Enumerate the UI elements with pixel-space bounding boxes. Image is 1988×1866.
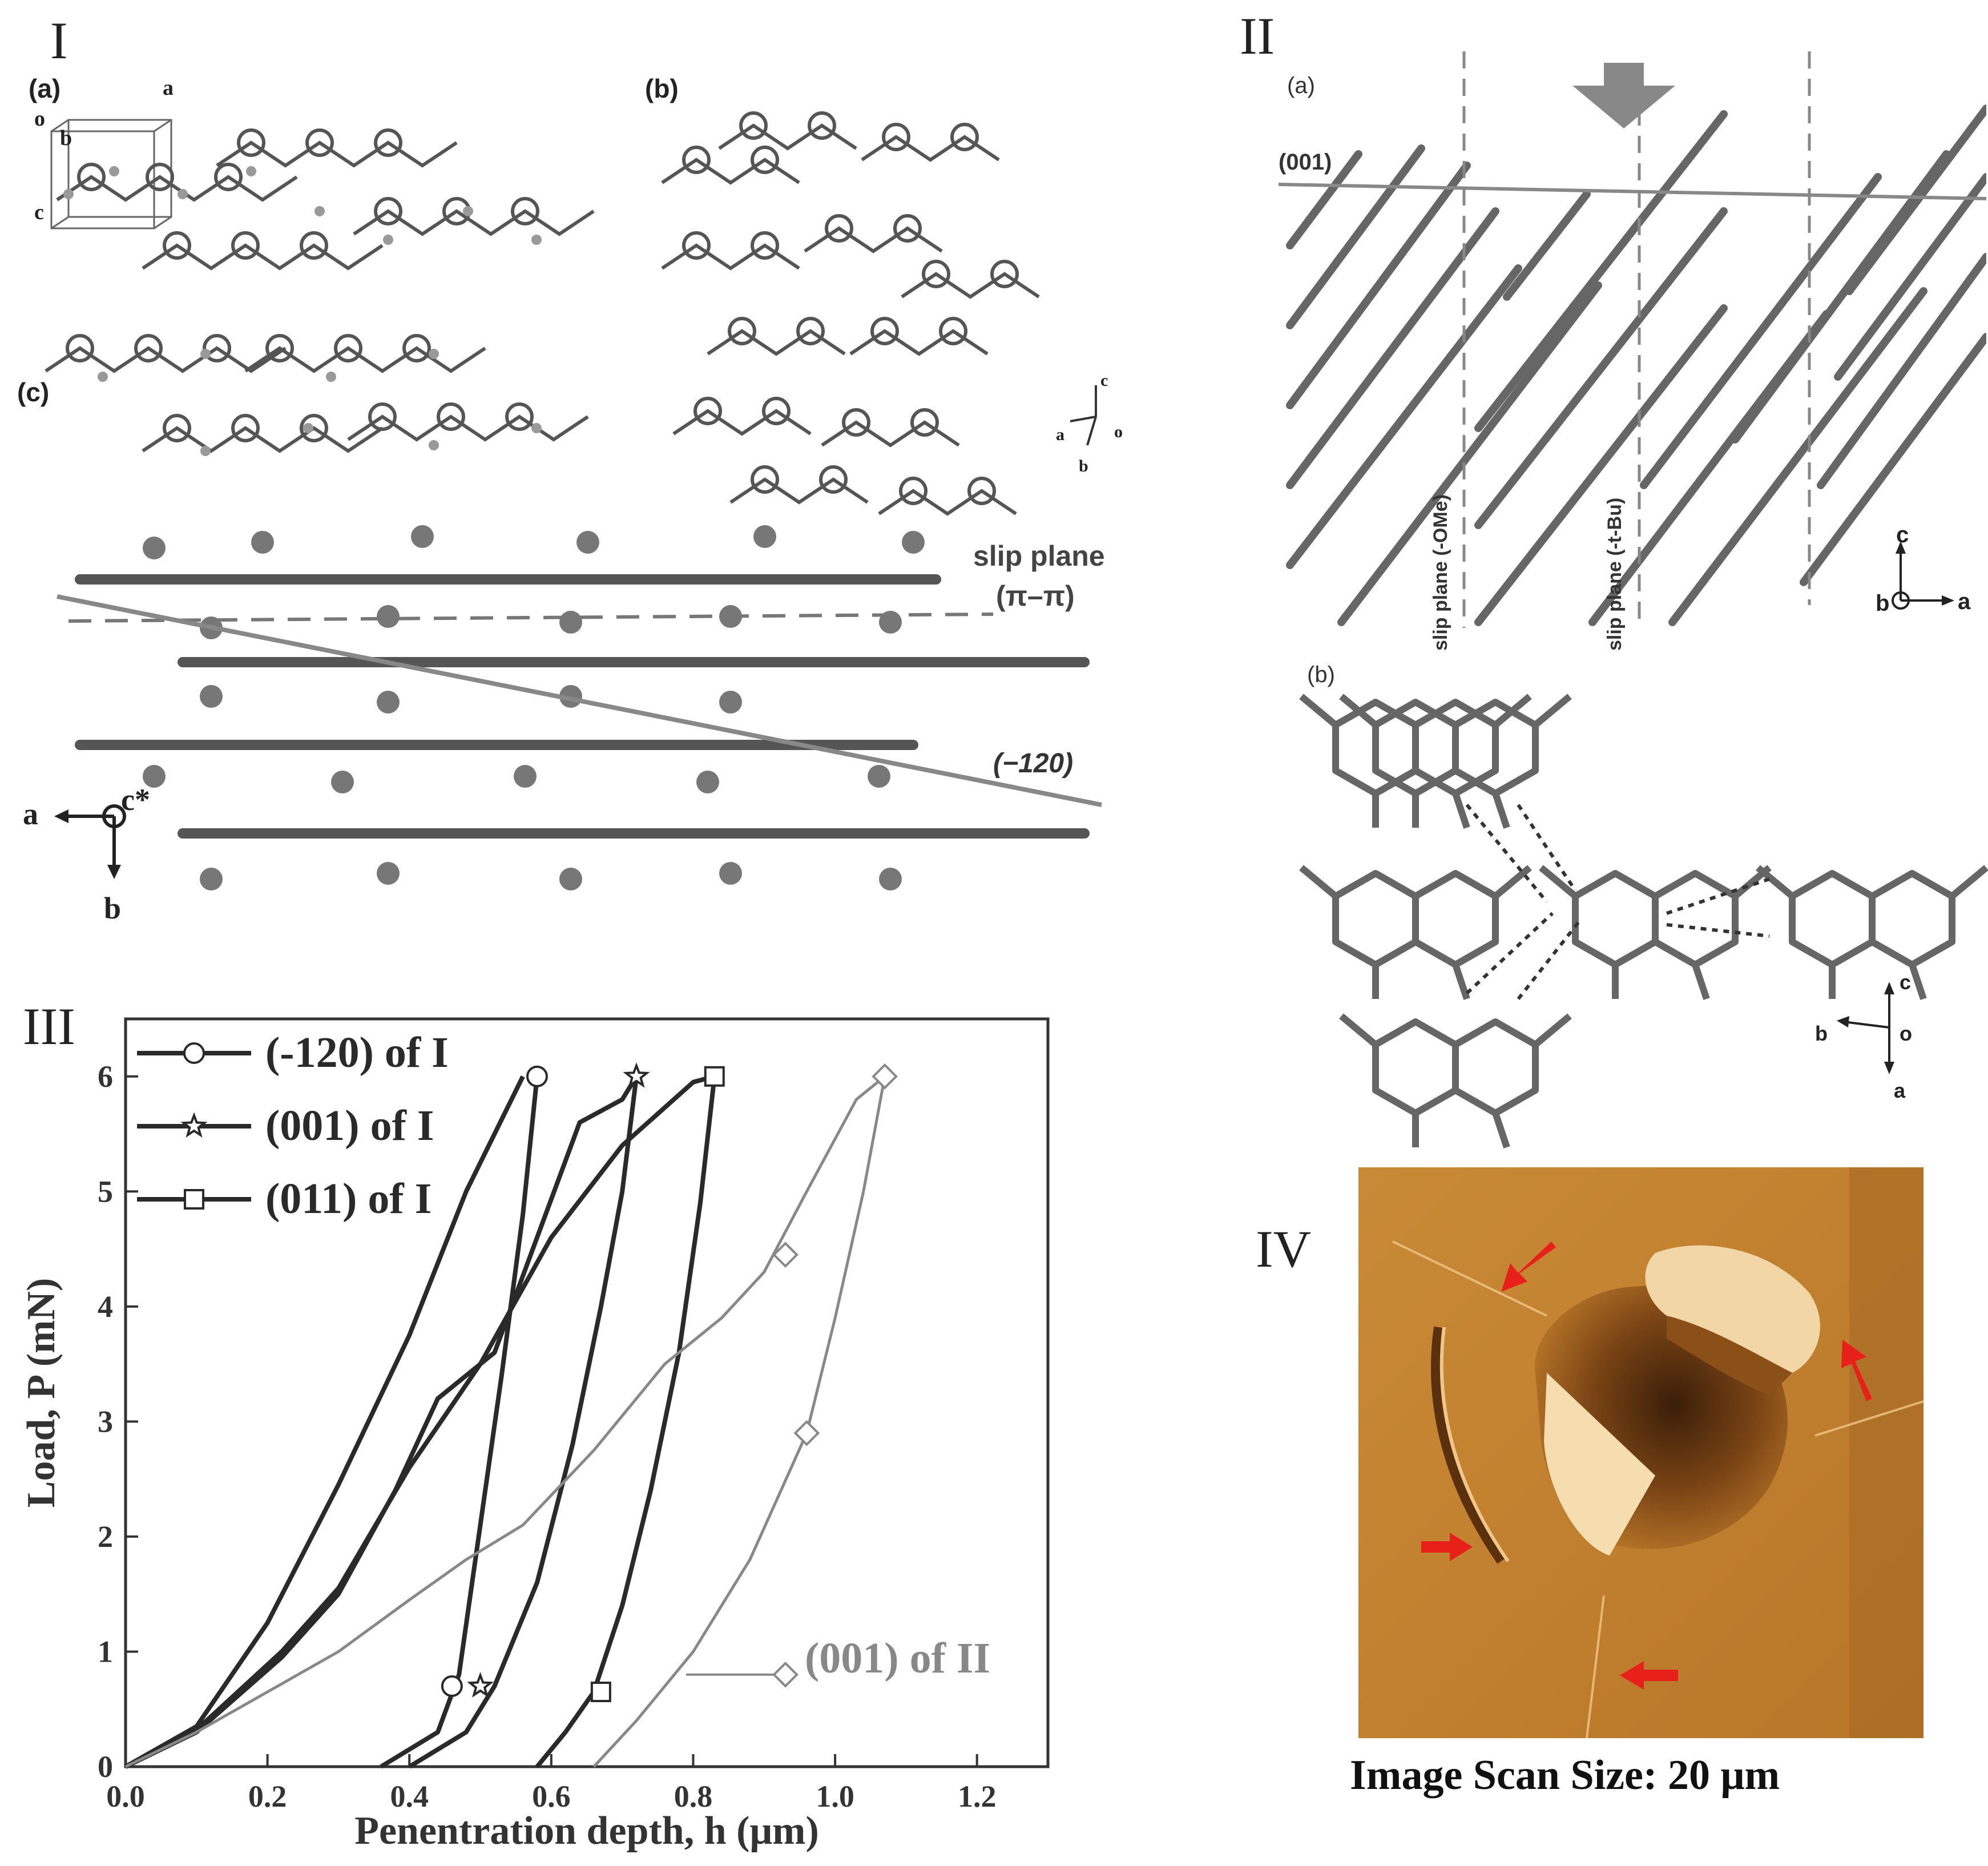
data-marker [772, 1661, 799, 1688]
crystal-packing-b [651, 80, 1062, 491]
slip-plane-type: (π–π) [996, 580, 1075, 612]
axis-IIb-o: o [1900, 1022, 1912, 1045]
x-tick-label: 1.0 [816, 1779, 854, 1813]
unit-cell-box [50, 119, 172, 229]
legend-label: (-120) of I [265, 1029, 449, 1077]
data-marker [872, 1063, 898, 1090]
series-line-unloading [408, 1076, 639, 1769]
y-tick-label: 3 [98, 1404, 113, 1438]
data-marker [183, 1042, 205, 1064]
x-axis-label: Penentration depth, h (μm) [354, 1809, 819, 1853]
x-tick-label: 0.0 [106, 1779, 145, 1813]
panel-II-label: II [1240, 7, 1275, 65]
crystal-packing-a [34, 80, 628, 456]
arrow-indicator [1572, 63, 1675, 128]
cell-axis-c: c [34, 200, 44, 224]
series-line-unloading [535, 1076, 717, 1768]
slip-plane-ome-label: slip plane (-OMe) [1430, 494, 1451, 651]
y-tick-label: 4 [98, 1289, 113, 1324]
axis-b-o: o [1114, 422, 1123, 441]
data-marker [623, 1062, 650, 1088]
panel-II-sub-b-label: (b) [1307, 662, 1335, 687]
y-axis-label: Load, P (mN) [19, 1278, 63, 1508]
crystal-packing-IIa [1278, 51, 1987, 628]
axis-IIa-c: c [1896, 522, 1909, 547]
axes-triad-b [1070, 385, 1097, 446]
plane-001-label: (001) [1279, 150, 1332, 175]
axis-IIb-b: b [1815, 1022, 1828, 1045]
afm-image [1358, 1167, 1924, 1739]
axis-c-a: a [23, 797, 38, 831]
annotation-001-II: (001) of II [805, 1634, 990, 1682]
legend-label: (001) of I [265, 1102, 434, 1150]
panel-I-sub-a-label: (a) [29, 74, 61, 103]
load-depth-chart: 0.0 0.2 0.4 0.6 0.8 1.0 1.2 0 1 2 3 4 5 6 (-120) of I… [19, 1017, 1050, 1853]
series-line-loading [124, 1074, 715, 1769]
crystal-packing-c [57, 525, 1102, 890]
data-marker [704, 1066, 725, 1087]
panel-II-sub-a-label: (a) [1287, 73, 1315, 98]
series-line-loading [124, 1075, 886, 1768]
axis-b-b: b [1079, 457, 1088, 475]
panel-I-sub-c-label: (c) [17, 377, 50, 407]
cell-axis-b: b [60, 126, 72, 150]
y-tick-label: 2 [98, 1520, 113, 1554]
data-marker [467, 1672, 494, 1698]
axis-IIb-a: a [1894, 1079, 1906, 1102]
plane-minus120-label: (−120) [993, 748, 1074, 779]
axis-b-c: c [1100, 371, 1108, 390]
data-marker [441, 1675, 463, 1697]
legend-label: (011) of I [265, 1175, 432, 1223]
series-line-loading [124, 1075, 525, 1769]
panel-I-label: I [50, 11, 68, 70]
data-marker [772, 1242, 799, 1268]
axes-triad-IIb [1837, 982, 1894, 1074]
x-tick-label: 0.6 [532, 1779, 571, 1813]
y-tick-label: 0 [98, 1750, 113, 1784]
data-marker [184, 1189, 204, 1210]
x-tick-label: 0.4 [390, 1779, 429, 1813]
axis-IIb-c: c [1900, 970, 1912, 994]
panel-IV-label: IV [1256, 1220, 1312, 1278]
y-tick-label: 6 [98, 1059, 113, 1094]
x-tick-label: 0.2 [248, 1779, 287, 1813]
plot-frame [124, 1017, 1050, 1768]
panel-I-sub-b-label: (b) [645, 74, 679, 103]
axis-c-cstar: c* [121, 783, 150, 817]
axes-triad-IIa [1892, 541, 1954, 610]
axis-IIa-a: a [1958, 589, 1971, 614]
x-tick-label: 1.2 [958, 1779, 997, 1813]
data-marker [526, 1065, 548, 1087]
afm-caption: Image Scan Size: 20 μm [1350, 1752, 1780, 1799]
panel-III-label: III [23, 997, 75, 1055]
cell-axis-o: o [34, 107, 45, 131]
y-tick-label: 5 [98, 1174, 113, 1208]
molecule-cluster-IIb [1279, 674, 1963, 1107]
axis-c-b: b [104, 891, 122, 925]
axes-triad-c [54, 804, 126, 879]
y-tick-label: 1 [98, 1634, 113, 1668]
data-marker [793, 1420, 820, 1446]
data-marker [590, 1682, 611, 1702]
data-marker [180, 1112, 208, 1138]
series-line-unloading [380, 1076, 539, 1769]
slip-plane-label: slip plane [973, 540, 1105, 572]
slip-plane-tbu-label: slip plane (-t-Bu) [1604, 497, 1626, 651]
x-tick-label: 0.8 [674, 1779, 713, 1813]
axis-b-a: a [1056, 425, 1064, 444]
cell-axis-a: a [163, 76, 174, 100]
series-line-loading [124, 1075, 639, 1769]
axis-IIa-b: b [1876, 591, 1890, 616]
series-line-unloading [592, 1076, 886, 1768]
